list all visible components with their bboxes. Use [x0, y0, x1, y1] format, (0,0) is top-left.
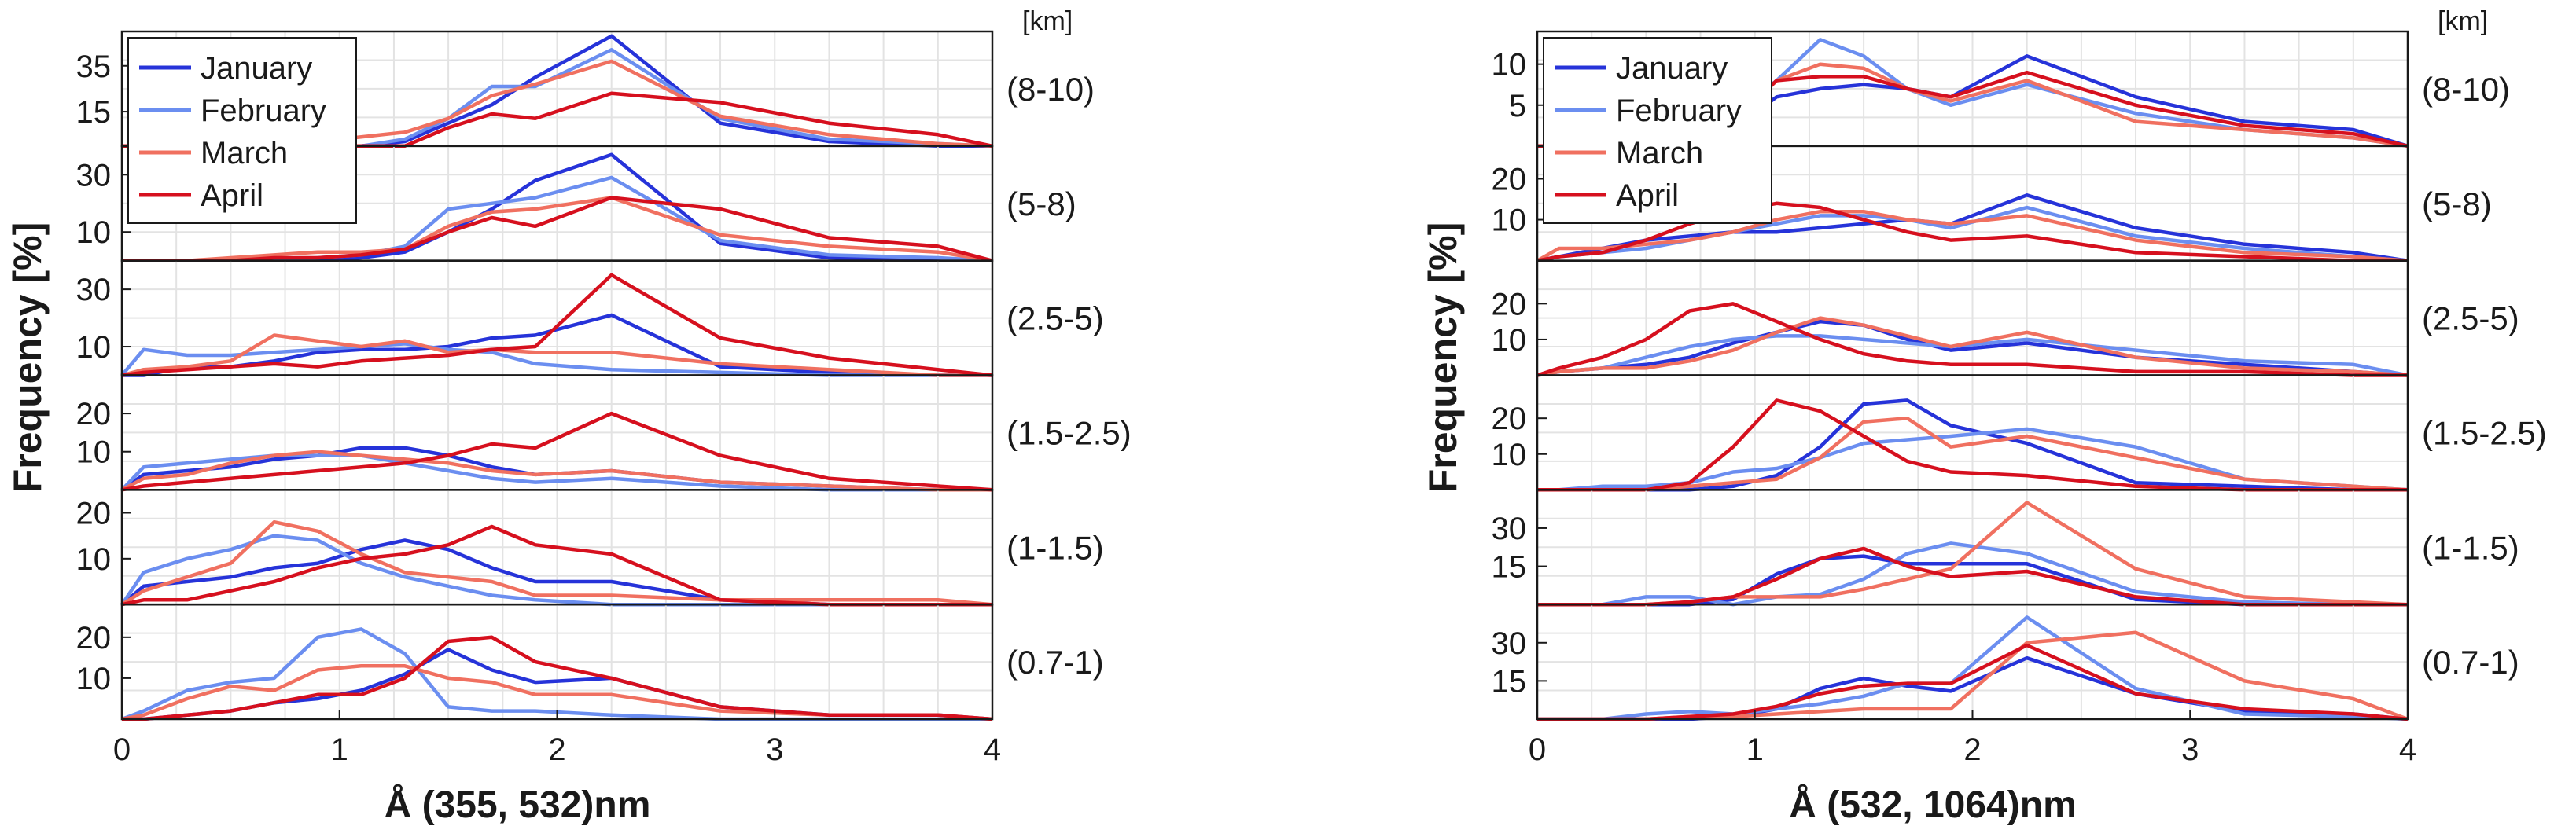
y-axis-label-left: Frequency [%] — [6, 222, 50, 494]
y-tick-label: 20 — [76, 621, 112, 655]
y-axis-label-right: Frequency [%] — [1421, 222, 1465, 494]
units-label-left: [km] — [1022, 6, 1073, 36]
y-tick-label: 10 — [1492, 204, 1527, 238]
altitude-range-label: (1.5-2.5) — [1006, 414, 1132, 451]
y-tick-label: 30 — [76, 158, 112, 193]
altitude-range-label: (8-10) — [2422, 71, 2510, 108]
y-tick-label: 10 — [1492, 323, 1527, 358]
legend-label-march: March — [1616, 136, 1703, 171]
series-line-february — [1536, 205, 2409, 262]
x-axis-label-right: Å (532, 1064)nm — [1789, 784, 2077, 826]
legend-label-march: March — [201, 136, 288, 171]
series-line-january — [1536, 193, 2409, 262]
y-tick-label: 5 — [1509, 89, 1526, 123]
legend-label-february: February — [201, 94, 326, 128]
y-tick-label: 15 — [76, 95, 112, 130]
units-label-right: [km] — [2438, 6, 2488, 36]
panel-4: 10 20 (1.5-2.5) — [76, 374, 1132, 492]
y-tick-label: 10 — [76, 215, 112, 250]
altitude-range-label: (0.7-1) — [2422, 644, 2519, 681]
y-tick-label: 35 — [76, 50, 112, 84]
y-tick-label: 10 — [1492, 438, 1527, 472]
series-line-april — [1536, 302, 2408, 377]
y-tick-label: 30 — [1492, 626, 1527, 661]
y-tick-label: 30 — [1492, 512, 1527, 546]
x-tick-label: 0 — [1529, 732, 1546, 767]
x-tick-label: 2 — [548, 732, 565, 767]
panel-6: 10 20 (0.7-1) — [76, 603, 1104, 721]
altitude-range-label: (1.5-2.5) — [2422, 414, 2547, 451]
y-tick-label: 15 — [1492, 664, 1527, 699]
x-tick-label: 1 — [331, 732, 348, 767]
panel-5: 10 20 (1-1.5) — [76, 489, 1104, 607]
y-tick-label: 10 — [76, 330, 112, 365]
x-tick-label: 3 — [766, 732, 783, 767]
y-tick-label: 20 — [76, 397, 112, 431]
y-tick-label: 10 — [76, 542, 112, 577]
x-axis-label-left: Å (355, 532)nm — [385, 784, 651, 826]
series-line-april — [1536, 201, 2408, 262]
altitude-range-label: (2.5-5) — [2422, 300, 2519, 337]
legend-label-april: April — [201, 178, 263, 213]
y-tick-label: 20 — [1492, 163, 1527, 197]
altitude-range-label: (5-8) — [1006, 185, 1076, 222]
panel-5: 15 30 (1-1.5) — [1492, 489, 2519, 607]
legend-label-april: April — [1616, 178, 1679, 213]
y-tick-label: 30 — [76, 273, 112, 307]
series-line-february — [1537, 541, 2408, 607]
series-line-march — [120, 450, 992, 492]
y-tick-label: 20 — [1492, 287, 1527, 321]
altitude-range-label: (5-8) — [2422, 185, 2492, 222]
y-tick-label: 20 — [1492, 402, 1527, 436]
altitude-range-label: (1-1.5) — [2422, 529, 2519, 566]
legend-label-january: January — [201, 51, 312, 86]
y-tick-label: 15 — [1492, 550, 1527, 585]
series-line-april — [121, 273, 993, 377]
x-tick-label: 2 — [1963, 732, 1981, 767]
legend: January February March April — [127, 37, 357, 224]
altitude-range-label: (2.5-5) — [1006, 300, 1104, 337]
series-line-march — [120, 519, 993, 607]
series-line-february — [1536, 334, 2409, 377]
altitude-range-label: (8-10) — [1006, 71, 1095, 108]
legend-label-february: February — [1616, 94, 1742, 128]
series-line-march — [121, 333, 992, 377]
panel-3: 10 30 (2.5-5) — [76, 259, 1104, 377]
x-tick-label: 4 — [2399, 732, 2416, 767]
y-tick-label: 20 — [76, 497, 112, 531]
x-tick-label: 3 — [2181, 732, 2199, 767]
panel-2: 10 20 (5-8) — [1492, 145, 2492, 262]
series-line-february — [1537, 427, 2409, 492]
y-tick-label: 10 — [76, 435, 112, 470]
chart-left: 1535(8-10)1030(5-8)1030(2.5-5)1020(1.5-2… — [76, 30, 1132, 767]
x-tick-label: 0 — [113, 732, 131, 767]
series-line-february — [120, 453, 992, 492]
series-line-march — [1536, 316, 2409, 377]
series-line-april — [121, 524, 992, 607]
altitude-range-label: (0.7-1) — [1006, 644, 1104, 681]
altitude-range-label: (1-1.5) — [1006, 529, 1104, 566]
legend-label-january: January — [1616, 51, 1728, 86]
y-tick-label: 10 — [76, 662, 112, 696]
series-line-april — [121, 411, 993, 492]
x-tick-label: 1 — [1746, 732, 1764, 767]
y-tick-label: 10 — [1492, 48, 1527, 83]
x-tick-label: 4 — [984, 732, 1001, 767]
legend: January February March April — [1543, 37, 1772, 224]
